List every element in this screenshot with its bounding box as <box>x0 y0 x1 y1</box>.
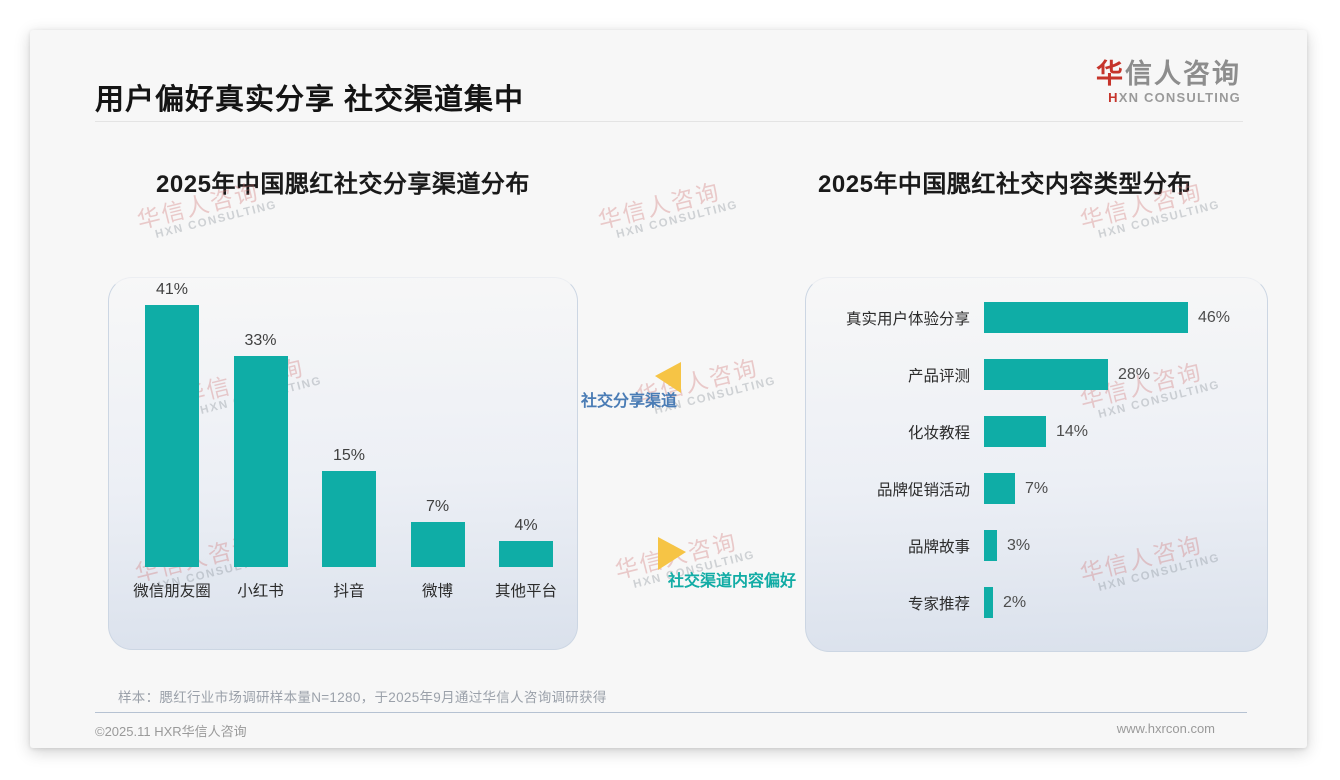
horizontal-bar-chart: 真实用户体验分享 46% 产品评测 28% 化妆教程 14% 品牌促销活动 7% 品牌故事 3% 专… <box>806 278 1267 631</box>
bar <box>984 359 1108 390</box>
bar-column: 15% 抖音 <box>322 447 376 600</box>
bar <box>499 541 553 567</box>
footer-divider <box>95 712 1247 713</box>
footer-website: www.hxrcon.com <box>1116 721 1215 736</box>
bar-value-label: 3% <box>1007 536 1031 554</box>
bar <box>984 587 993 618</box>
bar-column: 7% 微博 <box>410 498 465 600</box>
category-label: 微信朋友圈 <box>133 583 211 600</box>
slide-card: 用户偏好真实分享 社交渠道集中 华信人咨询 HXN CONSULTING 202… <box>30 30 1307 748</box>
right-chart-panel: 真实用户体验分享 46% 产品评测 28% 化妆教程 14% 品牌促销活动 7% 品牌故事 3% 专… <box>805 277 1268 652</box>
header-divider <box>95 121 1243 122</box>
bar-row: 化妆教程 14% <box>806 403 1267 460</box>
bar-value-label: 14% <box>1056 422 1089 440</box>
watermark-en-text: HXN CONSULTING <box>154 199 279 242</box>
bar-value-label: 7% <box>1025 479 1049 497</box>
bar <box>410 522 465 567</box>
category-label: 专家推荐 <box>907 595 970 613</box>
vertical-bar-chart: 41% 微信朋友圈 33% 小红书 15% 抖音 7% 微博 4% 其他平台 <box>109 278 577 600</box>
logo-chinese-name: 华信人咨询 <box>1096 59 1241 89</box>
bar-column: 33% 小红书 <box>233 332 288 600</box>
category-label: 品牌促销活动 <box>876 481 970 499</box>
bar-row: 品牌促销活动 7% <box>806 460 1267 517</box>
logo-english-name: HXN CONSULTING <box>1108 89 1241 105</box>
bar-value-label: 41% <box>155 281 189 298</box>
bar-row: 真实用户体验分享 46% <box>806 289 1267 346</box>
category-label: 微博 <box>421 583 453 600</box>
share-channel-annotation: 社交分享渠道 <box>581 393 678 410</box>
bar-column: 4% 其他平台 <box>495 517 557 600</box>
sample-note: 样本：腮红行业市场调研样本量N=1280，于2025年9月通过华信人咨询调研获得 <box>118 690 607 705</box>
bar-row: 产品评测 28% <box>806 346 1267 403</box>
category-label: 抖音 <box>333 583 365 600</box>
category-label: 品牌故事 <box>907 538 970 556</box>
content-preference-annotation: 社交渠道内容偏好 <box>668 573 797 590</box>
bar-value-label: 33% <box>244 332 277 349</box>
watermark-en-text: HXN CONSULTING <box>615 199 740 242</box>
left-chart-title: 2025年中国腮红社交分享渠道分布 <box>156 171 530 198</box>
bar-value-label: 15% <box>332 447 366 464</box>
left-chart-panel: 41% 微信朋友圈 33% 小红书 15% 抖音 7% 微博 4% 其他平台 <box>108 277 578 650</box>
watermark-cn-text: 华信人咨询 <box>595 178 724 234</box>
category-label: 真实用户体验分享 <box>845 310 970 328</box>
bar <box>233 356 288 567</box>
bar-value-label: 4% <box>514 517 538 534</box>
bar <box>984 302 1188 333</box>
bar <box>984 473 1015 504</box>
footer-copyright: ©2025.11 HXR华信人咨询 <box>95 724 247 739</box>
company-logo: 华信人咨询 HXN CONSULTING <box>1096 59 1241 105</box>
right-pointing-arrow-icon <box>658 537 686 570</box>
bar-value-label: 28% <box>1118 365 1151 383</box>
page-title: 用户偏好真实分享 社交渠道集中 <box>95 84 525 116</box>
watermark-en-text: HXN CONSULTING <box>1097 199 1222 242</box>
bar-value-label: 7% <box>425 498 450 515</box>
bar-row: 专家推荐 2% <box>806 574 1267 631</box>
bar <box>984 416 1046 447</box>
category-label: 化妆教程 <box>907 424 970 442</box>
bar <box>322 471 376 567</box>
bar <box>984 530 997 561</box>
left-pointing-arrow-icon <box>655 362 681 393</box>
bar-value-label: 46% <box>1198 308 1231 326</box>
category-label: 小红书 <box>237 583 284 600</box>
bar-value-label: 2% <box>1003 593 1027 611</box>
right-chart-title: 2025年中国腮红社交内容类型分布 <box>818 171 1192 198</box>
bar-column: 41% 微信朋友圈 <box>133 281 211 600</box>
bar <box>145 305 199 567</box>
category-label: 其他平台 <box>495 583 558 600</box>
category-label: 产品评测 <box>907 367 970 385</box>
bar-row: 品牌故事 3% <box>806 517 1267 574</box>
